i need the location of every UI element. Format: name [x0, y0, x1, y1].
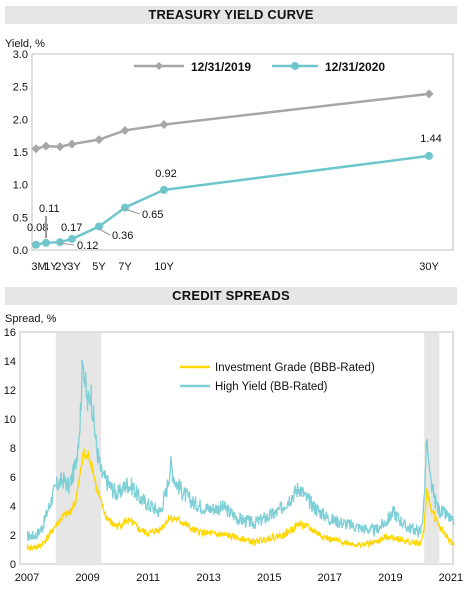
spreads-xtick-label: 2009 [75, 572, 99, 584]
point-2019 [94, 135, 104, 145]
point-2020 [425, 151, 433, 160]
yield-ytick-label: 1.5 [13, 147, 28, 159]
yield-ytick-label: 2.0 [13, 114, 28, 126]
legend-marker-2019 [155, 62, 163, 70]
point-2020 [56, 238, 64, 247]
data-label-leader [59, 242, 75, 246]
data-label-leader [124, 208, 141, 215]
spreads-xtick-label: 2015 [257, 572, 281, 584]
data-label-2020: 0.12 [77, 240, 98, 252]
legend-label-ig: Investment Grade (BBB-Rated) [215, 362, 375, 374]
yield-xtick-label: 2Y [55, 261, 69, 273]
spreads-xtick-label: 2007 [15, 572, 39, 584]
yield-axis-unit: Yield, % [5, 38, 45, 50]
point-2019 [424, 89, 434, 99]
series-line-2019 [35, 92, 430, 150]
spreads-xtick-label: 2013 [196, 572, 220, 584]
spreads-ytick-label: 8 [10, 443, 16, 455]
point-2019 [67, 139, 77, 149]
yield-xtick-label: 30Y [419, 261, 439, 273]
data-label-leader [98, 228, 111, 236]
data-label-2020: 0.65 [142, 209, 163, 221]
credit-spreads-title: CREDIT SPREADS [5, 287, 457, 305]
yield-ytick-label: 1.0 [13, 180, 28, 192]
spreads-xtick-label: 2019 [378, 572, 402, 584]
yield-xtick-label: 10Y [154, 261, 174, 273]
spreads-ytick-label: 10 [4, 414, 16, 426]
point-2019 [120, 125, 130, 135]
yield-ytick-label: 0.5 [13, 212, 28, 224]
point-2020 [42, 238, 50, 247]
data-label-2020: 0.36 [112, 230, 133, 242]
point-2019 [31, 144, 41, 154]
spreads-ytick-label: 2 [10, 530, 16, 542]
legend-label-hy: High Yield (BB-Rated) [215, 381, 328, 393]
point-2020 [32, 240, 40, 249]
spreads-ytick-label: 16 [4, 327, 16, 339]
data-label-2020: 0.11 [39, 203, 60, 215]
yield-curve-title: TREASURY YIELD CURVE [5, 6, 457, 24]
point-2019 [41, 141, 51, 151]
spreads-ytick-label: 4 [10, 501, 16, 513]
spreads-xtick-label: 2017 [318, 572, 342, 584]
yield-plot-area [31, 53, 454, 251]
yield-xtick-label: 3Y [67, 261, 81, 273]
point-2020 [68, 234, 76, 243]
series-line-2020 [35, 154, 430, 246]
series-line-high-yield [26, 359, 455, 541]
point-2020 [95, 222, 103, 231]
data-label-2020: 1.44 [420, 133, 441, 145]
spreads-axis-unit: Spread, % [5, 313, 57, 325]
yield-xtick-label: 5Y [92, 261, 106, 273]
spreads-ytick-label: 0 [10, 559, 16, 571]
yield-ytick-label: 3.0 [13, 49, 28, 61]
spreads-xtick-label: 2011 [136, 572, 160, 584]
legend-label-2019: 12/31/2019 [191, 60, 251, 74]
legend-marker-2020 [291, 62, 299, 70]
point-2019 [159, 120, 169, 130]
data-label-2020: 0.08 [27, 222, 48, 234]
yield-ytick-label: 0.0 [13, 245, 28, 257]
spreads-plot-area [19, 331, 454, 565]
data-label-2020: 0.92 [155, 168, 176, 180]
spreads-xtick-label: 2021 [439, 572, 463, 584]
yield-xtick-label: 7Y [118, 261, 132, 273]
point-2019 [55, 142, 65, 152]
legend-label-2020: 12/31/2020 [325, 60, 385, 74]
series-line-investment-grade [26, 448, 455, 552]
yield-xtick-label: 3M [31, 261, 46, 273]
data-label-2020: 0.17 [61, 222, 82, 234]
spreads-ytick-label: 12 [4, 385, 16, 397]
yield-xtick-label: 1Y [44, 261, 58, 273]
spreads-ytick-label: 6 [10, 472, 16, 484]
yield-ytick-label: 2.5 [13, 82, 28, 94]
spreads-ytick-label: 14 [4, 356, 16, 368]
point-2020 [160, 185, 168, 194]
